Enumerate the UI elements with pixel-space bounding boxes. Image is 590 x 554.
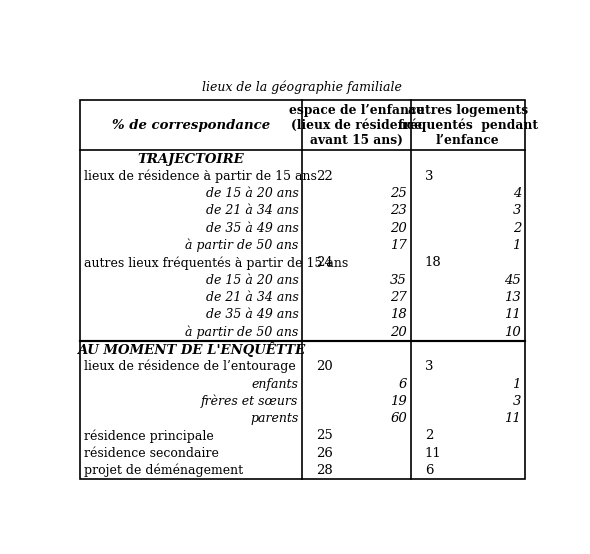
Text: 20: 20 [390,222,407,235]
Text: de 15 à 20 ans: de 15 à 20 ans [206,274,299,287]
Text: 35: 35 [390,274,407,287]
Text: 2: 2 [425,429,433,443]
Text: 3: 3 [513,204,521,218]
Text: 13: 13 [504,291,521,304]
Text: de 15 à 20 ans: de 15 à 20 ans [206,187,299,200]
Text: 17: 17 [390,239,407,252]
Text: lieux de résidence de l’entourage: lieux de résidence de l’entourage [84,360,296,373]
Text: 1: 1 [513,239,521,252]
Text: 1: 1 [513,377,521,391]
Text: 2: 2 [513,222,521,235]
Text: autres logements
fréquentés  pendant
l’enfance: autres logements fréquentés pendant l’en… [398,104,538,147]
Text: 4: 4 [513,187,521,200]
Text: résidence principale: résidence principale [84,429,214,443]
Text: résidence secondaire: résidence secondaire [84,447,219,460]
Text: 19: 19 [390,395,407,408]
Text: 45: 45 [504,274,521,287]
Text: 3: 3 [425,360,433,373]
Text: parents: parents [250,412,299,425]
Text: de 35 à 49 ans: de 35 à 49 ans [206,222,299,235]
Text: 18: 18 [390,309,407,321]
Text: 6: 6 [425,464,433,477]
Text: 25: 25 [390,187,407,200]
Text: 10: 10 [504,326,521,338]
Text: espace de l’enfance
(lieux de résidence
avant 15 ans): espace de l’enfance (lieux de résidence … [289,104,424,147]
Text: autres lieux fréquentés à partir de 15 ans: autres lieux fréquentés à partir de 15 a… [84,256,348,270]
Text: à partir de 50 ans: à partir de 50 ans [185,325,299,339]
Text: projet de déménagement: projet de déménagement [84,464,243,478]
Text: AU MOMENT DE L'ENQUÊTTE: AU MOMENT DE L'ENQUÊTTE [77,342,305,357]
Text: TRAJECTOIRE: TRAJECTOIRE [138,152,244,166]
Text: 26: 26 [316,447,333,460]
Text: 20: 20 [390,326,407,338]
Text: 18: 18 [425,257,441,269]
Bar [80,100,525,479]
Text: 25: 25 [316,429,333,443]
Text: 24: 24 [316,257,333,269]
Text: 60: 60 [390,412,407,425]
Text: 27: 27 [390,291,407,304]
Text: 11: 11 [504,412,521,425]
Text: % de correspondance: % de correspondance [112,119,270,132]
Text: 23: 23 [390,204,407,218]
Text: lieux de résidence à partir de 15 ans: lieux de résidence à partir de 15 ans [84,170,317,183]
Text: de 21 à 34 ans: de 21 à 34 ans [206,291,299,304]
Text: 11: 11 [425,447,441,460]
Text: à partir de 50 ans: à partir de 50 ans [185,239,299,252]
Text: 3: 3 [425,170,433,183]
Text: 20: 20 [316,360,333,373]
Text: enfants: enfants [251,377,299,391]
Text: 28: 28 [316,464,333,477]
Text: 6: 6 [399,377,407,391]
Text: 11: 11 [504,309,521,321]
Text: de 35 à 49 ans: de 35 à 49 ans [206,309,299,321]
Text: 22: 22 [316,170,333,183]
Text: de 21 à 34 ans: de 21 à 34 ans [206,204,299,218]
Text: frères et sœurs: frères et sœurs [201,394,299,408]
Text: lieux de la géographie familiale: lieux de la géographie familiale [202,80,402,94]
Text: 3: 3 [513,395,521,408]
